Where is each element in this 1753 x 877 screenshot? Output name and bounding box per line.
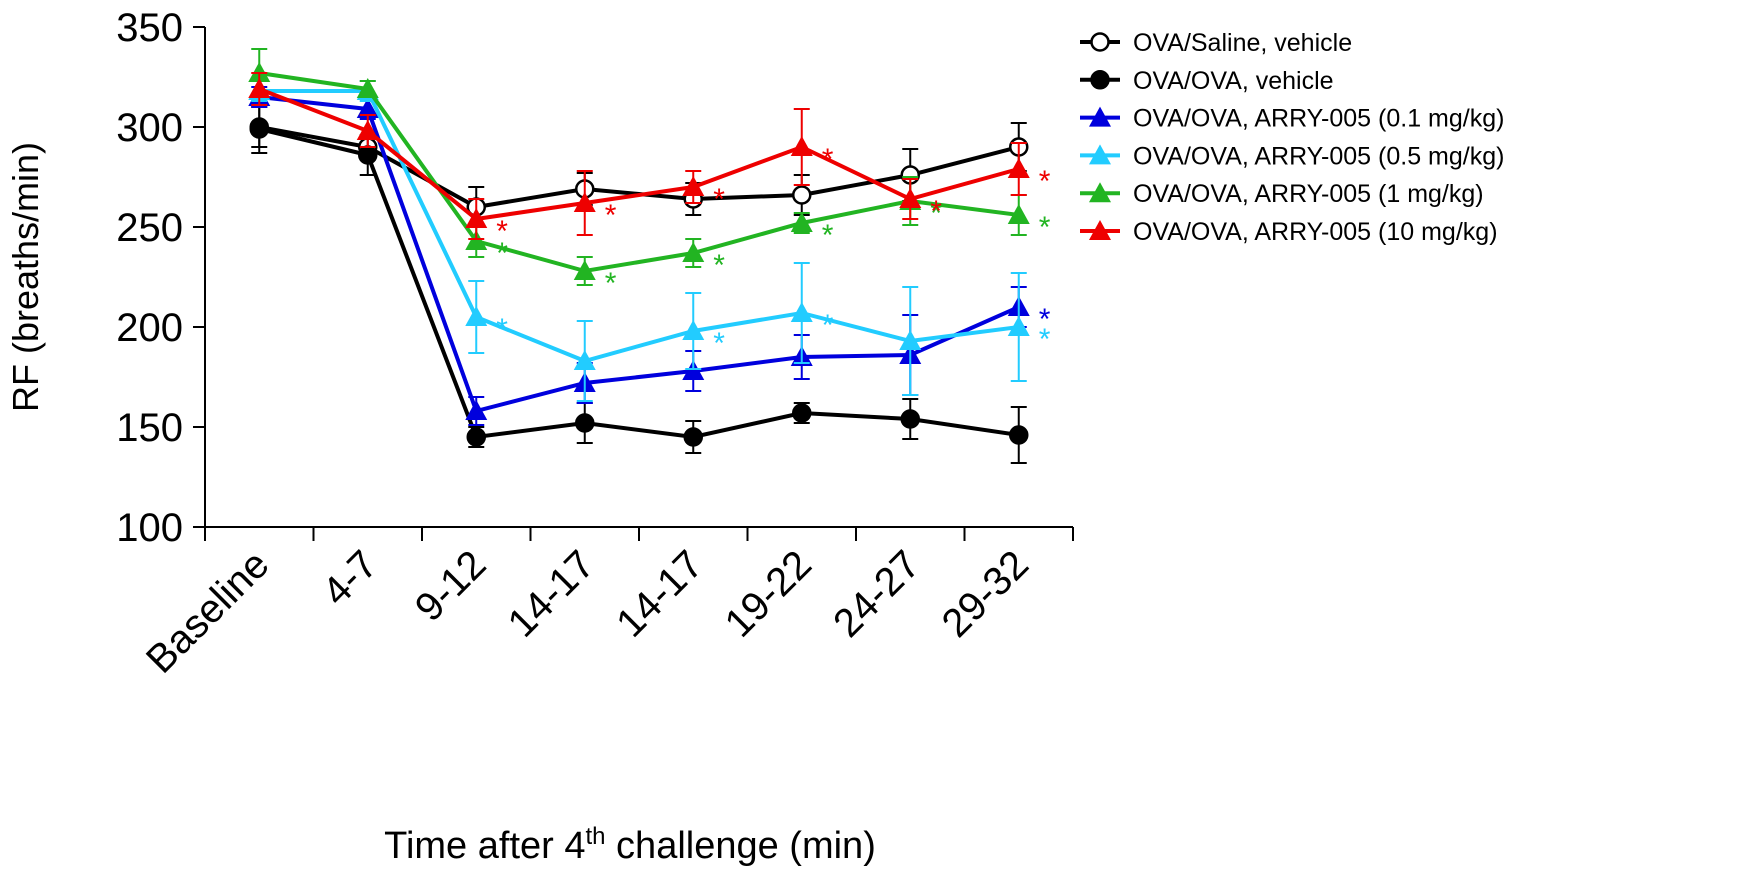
legend-label: OVA/OVA, ARRY-005 (0.1 mg/kg): [1133, 105, 1504, 133]
significance-label: *: [713, 183, 725, 216]
marker: [790, 302, 813, 322]
marker: [1089, 220, 1111, 240]
significance-label: *: [496, 215, 508, 248]
x-tick-label: 29-32: [934, 542, 1037, 645]
x-tick-label: 24-27: [825, 542, 928, 645]
marker: [1007, 316, 1030, 336]
marker: [682, 320, 705, 340]
significance-label: *: [1039, 165, 1051, 198]
x-axis-label: Time after 4th challenge (min): [384, 823, 876, 867]
marker: [792, 185, 812, 205]
marker: [1007, 204, 1030, 224]
marker: [1090, 70, 1110, 90]
series-line: [258, 87, 1020, 222]
significance-label: *: [1039, 211, 1051, 244]
series-line: [258, 127, 1020, 440]
marker: [790, 136, 813, 156]
legend-label: OVA/OVA, ARRY-005 (1 mg/kg): [1133, 180, 1484, 208]
y-tick-label: 350: [116, 6, 183, 50]
marker: [573, 260, 596, 280]
marker: [1089, 182, 1111, 203]
marker: [249, 119, 269, 139]
significance-label: *: [496, 237, 508, 270]
significance-label: *: [496, 313, 508, 346]
legend: OVA/Saline, vehicle OVA/OVA, vehicle OVA/O…: [1080, 29, 1504, 246]
legend-label: OVA/Saline, vehicle: [1133, 29, 1352, 57]
significance-label: *: [822, 309, 834, 342]
marker: [1090, 32, 1110, 52]
marker: [1089, 144, 1111, 165]
y-tick-label: 100: [116, 506, 183, 550]
series: * * * * * *: [248, 72, 1051, 248]
marker: [465, 306, 488, 326]
x-label-text: Time after 4: [384, 825, 585, 867]
y-axis-label: RF (breaths/min): [5, 142, 46, 412]
significance-label: *: [822, 143, 834, 176]
significance-label: *: [1039, 323, 1051, 356]
marker: [899, 330, 922, 350]
series: [249, 104, 1029, 464]
significance-label: *: [605, 267, 617, 300]
significance-label: *: [930, 195, 942, 228]
marker: [790, 212, 813, 232]
marker: [899, 188, 922, 208]
significance-label: *: [930, 197, 942, 230]
y-tick-label: 250: [116, 206, 183, 250]
marker: [466, 427, 486, 447]
legend-label: OVA/OVA, ARRY-005 (0.5 mg/kg): [1133, 142, 1504, 170]
marker: [356, 98, 379, 118]
series-line: [259, 95, 1020, 414]
x-tick-label: 14-17: [500, 542, 603, 645]
marker: [682, 176, 705, 196]
legend-label: OVA/OVA, ARRY-005 (10 mg/kg): [1133, 218, 1498, 246]
marker: [465, 400, 488, 420]
marker: [358, 145, 378, 165]
x-tick-label: 19-22: [717, 542, 820, 645]
series-line: [259, 89, 1020, 364]
significance-label: *: [1039, 303, 1051, 336]
significance-label: *: [822, 219, 834, 252]
x-tick-label: 9-12: [407, 542, 495, 630]
marker: [792, 403, 812, 423]
marker: [573, 350, 596, 370]
marker: [465, 208, 488, 228]
marker: [900, 409, 920, 429]
x-label-superscript: th: [585, 823, 605, 850]
marker: [356, 120, 379, 140]
marker: [573, 192, 596, 212]
marker: [682, 242, 705, 262]
y-tick-label: 200: [116, 306, 183, 350]
y-tick-label: 300: [116, 106, 183, 150]
significance-label: *: [605, 199, 617, 232]
marker: [356, 78, 379, 98]
marker: [1089, 106, 1111, 127]
x-label-text: challenge (min): [606, 825, 876, 867]
x-tick-label: Baseline: [138, 542, 278, 682]
series-line: [258, 71, 1020, 274]
x-tick-label: 14-17: [608, 542, 711, 645]
marker: [575, 413, 595, 433]
significance-label: *: [713, 327, 725, 360]
legend-label: OVA/OVA, vehicle: [1133, 67, 1334, 95]
marker: [1009, 425, 1029, 445]
marker: [248, 78, 271, 98]
y-tick-label: 150: [116, 406, 183, 450]
x-tick-label: 4-7: [314, 542, 386, 614]
marker: [683, 427, 703, 447]
significance-label: *: [713, 249, 725, 282]
marker: [1007, 158, 1030, 178]
